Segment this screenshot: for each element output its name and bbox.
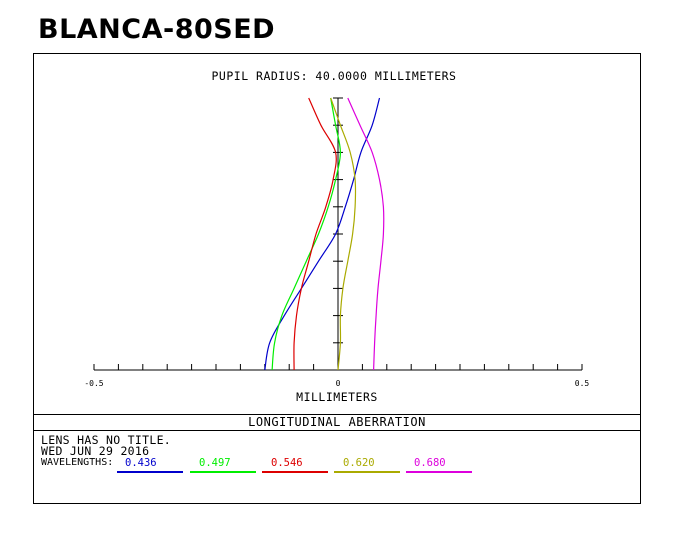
series-curve-0.436 [264,97,381,371]
legend-label-0.546: 0.546 [271,457,303,469]
x-axis-label: MILLIMETERS [296,390,378,404]
chart-caption: LONGITUDINAL ABERRATION [248,415,426,429]
legend-label-0.436: 0.436 [125,457,157,469]
series-curves [264,97,385,371]
caption-divider-top [33,414,641,415]
chart-title: PUPIL RADIUS: 40.0000 MILLIMETERS [212,69,457,83]
legend-swatch-0.680 [406,471,472,473]
x-tick-label: 0.5 [575,379,590,388]
page-title: BLANCA-80SED [38,14,276,45]
series-curve-0.497 [271,97,342,371]
plot-frame [33,53,641,504]
x-tick-label: 0 [336,379,341,388]
date-text: WED JUN 29 2016 [41,444,150,458]
legend-swatch-0.436 [117,471,183,473]
lens-title-text: LENS HAS NO TITLE. [41,433,172,447]
series-curve-0.620 [330,97,357,371]
legend-label-0.680: 0.680 [414,457,446,469]
series-curve-0.680 [347,97,385,371]
x-tick-label: -0.5 [84,379,103,388]
series-curve-0.546 [293,97,337,371]
legend-swatch-0.546 [262,471,328,473]
axes: -0.5 0 0.5 [84,97,590,388]
legend-label-0.620: 0.620 [343,457,375,469]
legend-swatch-0.620 [334,471,400,473]
caption-divider-bottom [33,430,641,431]
wavelengths-label: WAVELENGTHS: [41,457,114,468]
legend-swatch-0.497 [190,471,256,473]
legend-label-0.497: 0.497 [199,457,231,469]
